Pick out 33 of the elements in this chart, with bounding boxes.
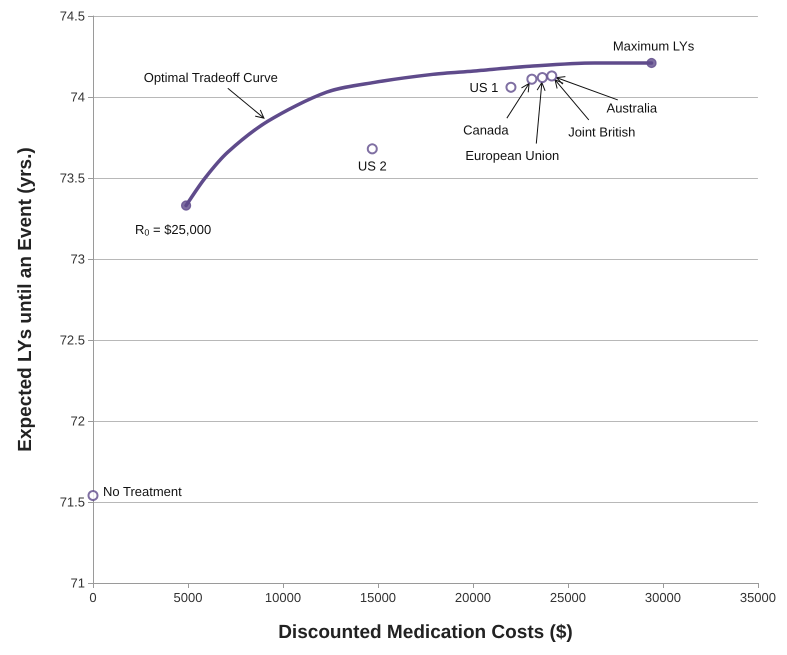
y-axis-title: Expected LYs until an Event (yrs.) xyxy=(15,147,36,452)
annotation: European Union xyxy=(465,148,560,164)
x-tick-label: 15000 xyxy=(360,590,396,605)
y-tick-label: 72.5 xyxy=(60,332,85,348)
point xyxy=(536,72,548,84)
y-tick-label: 73 xyxy=(70,252,85,266)
x-tick-label: 30000 xyxy=(644,590,682,605)
annotation: Canada xyxy=(463,122,510,138)
y-tick-label: 71 xyxy=(70,576,85,590)
annotation: Maximum LYs xyxy=(612,38,695,54)
point xyxy=(546,70,558,82)
y-tick-label: 74.5 xyxy=(60,8,85,24)
point xyxy=(88,490,98,502)
annotation: Australia xyxy=(606,100,658,116)
x-tick-label: 0 xyxy=(89,590,97,605)
x-tick-label: 35000 xyxy=(740,590,776,605)
x-tick-label: 25000 xyxy=(550,590,586,605)
point xyxy=(505,82,516,93)
annotation: US 1 xyxy=(470,80,498,95)
x-tick-label: 10000 xyxy=(264,590,302,605)
annotation: Optimal Tradeoff Curve xyxy=(144,70,278,85)
point xyxy=(366,143,378,154)
x-tick-label: 5000 xyxy=(174,590,202,605)
annotation: US 2 xyxy=(358,158,387,174)
y-tick-label: 74 xyxy=(70,90,85,104)
point xyxy=(526,74,538,85)
annotation: Joint British xyxy=(568,124,636,140)
y-tick-label: 73.5 xyxy=(60,170,85,186)
y-tick-label: 72 xyxy=(70,414,85,428)
x-axis-title: Discounted Medication Costs ($) xyxy=(278,622,573,643)
x-tick-label: 20000 xyxy=(454,590,492,605)
annotation: No Treatment xyxy=(103,484,182,500)
y-tick-label: 71.5 xyxy=(60,494,85,510)
